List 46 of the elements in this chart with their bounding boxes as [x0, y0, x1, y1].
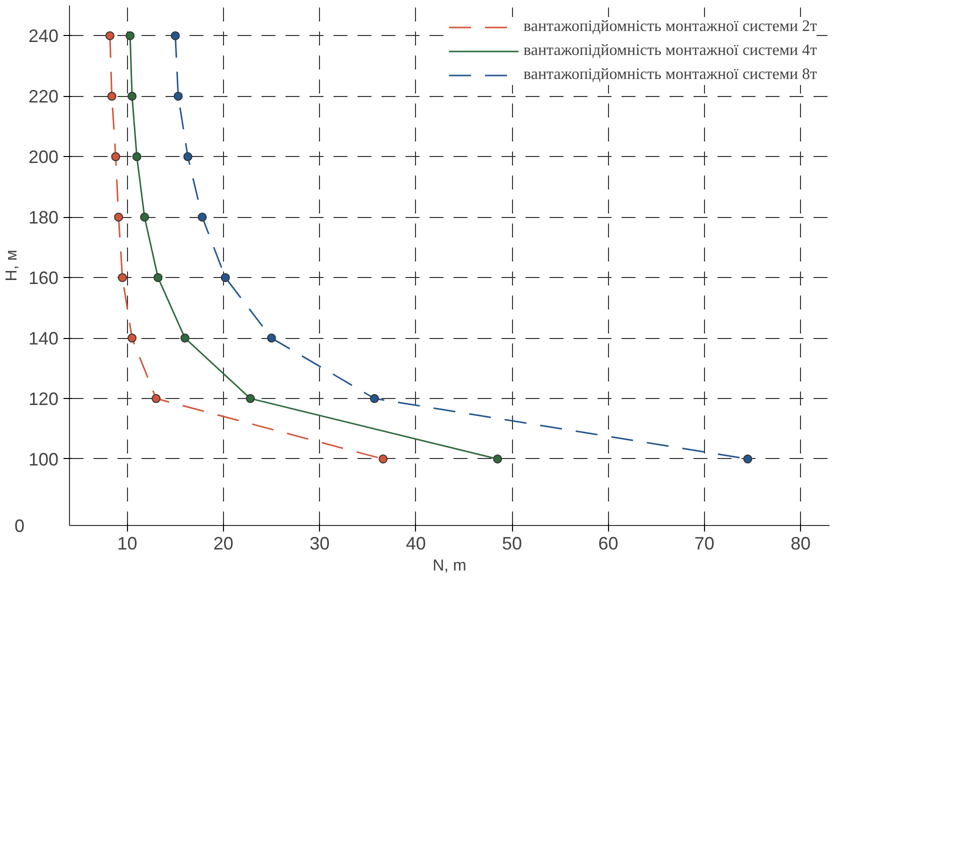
- point: [743, 454, 752, 464]
- point: [174, 92, 183, 101]
- y-tick-label: 200: [28, 147, 59, 168]
- x-tick-label: 40: [406, 534, 426, 554]
- point: [126, 31, 135, 40]
- legend-label: вантажопідйомність монтажної системи 4т: [524, 42, 817, 60]
- y-tick-label: 160: [28, 268, 59, 288]
- x-tick-label: 60: [598, 534, 618, 554]
- y-axis-title: H, м: [3, 250, 20, 282]
- point: [132, 152, 142, 162]
- y-tick-label: 120: [28, 389, 59, 410]
- point: [154, 273, 163, 282]
- y-tick-label: 140: [28, 328, 59, 349]
- x-tick-label: 30: [310, 534, 330, 554]
- y-tick-label: 220: [28, 86, 59, 107]
- legend-label: вантажопідйомність монтажної системи 8т: [524, 66, 817, 84]
- point: [107, 92, 116, 101]
- point: [128, 334, 137, 343]
- x-tick-label: 80: [790, 534, 811, 554]
- x-tick-label: 70: [694, 534, 714, 554]
- x-tick-label: 50: [502, 534, 522, 554]
- point: [128, 92, 137, 101]
- point: [140, 212, 150, 222]
- point: [267, 334, 276, 343]
- point: [152, 394, 161, 404]
- point: [105, 31, 114, 40]
- point: [246, 394, 255, 404]
- point: [111, 152, 120, 162]
- x-tick-label: 20: [213, 534, 234, 554]
- point: [198, 212, 207, 222]
- text: 0: [14, 516, 25, 536]
- point: [114, 212, 124, 222]
- point: [493, 454, 502, 464]
- y-tick-label: 100: [28, 449, 59, 470]
- x-axis-title: N, m: [432, 558, 466, 574]
- legend-label: вантажопідйомність монтажної системи 2т: [524, 18, 817, 36]
- point: [180, 334, 190, 343]
- point: [370, 394, 379, 404]
- point: [183, 152, 192, 162]
- y-tick-label: 240: [28, 26, 59, 46]
- point: [118, 273, 127, 282]
- y-tick-label: 180: [28, 208, 59, 228]
- x-tick-label: 10: [117, 534, 138, 554]
- point: [170, 31, 180, 40]
- point: [378, 454, 388, 464]
- point: [220, 273, 230, 282]
